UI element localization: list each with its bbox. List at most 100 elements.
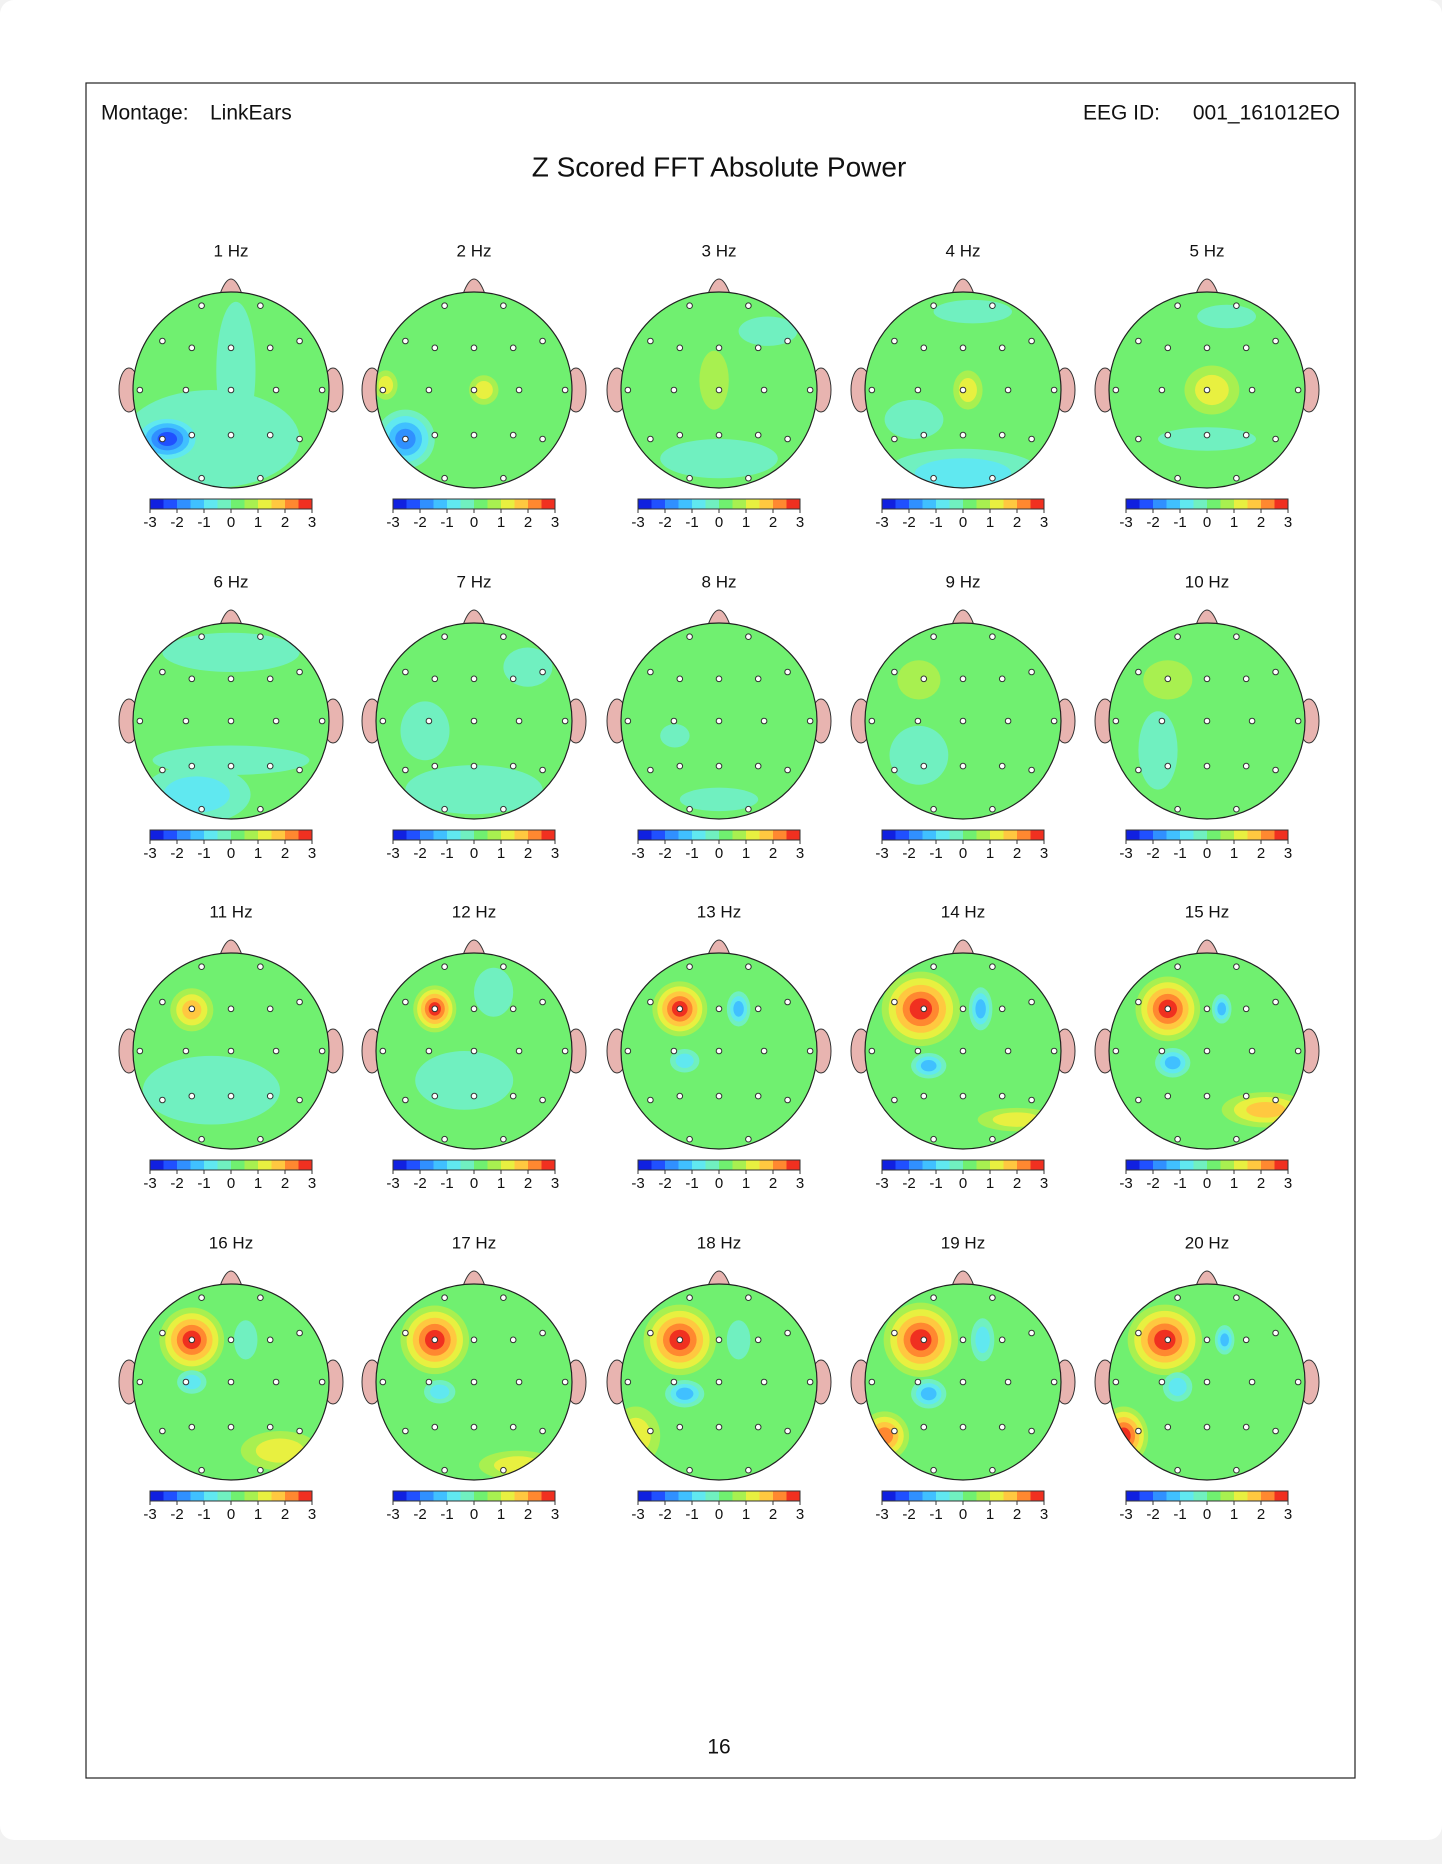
electrode [509, 1092, 517, 1100]
electrode [1112, 386, 1120, 394]
electrode [891, 1329, 898, 1337]
colorbar-segment [746, 1491, 760, 1501]
electrode [959, 1092, 967, 1100]
colorbar-segment [949, 1491, 963, 1501]
colorbar-tick-label: 0 [959, 514, 967, 531]
colorbar-segment [895, 830, 909, 840]
colorbar-segment [528, 830, 542, 840]
electrode [1294, 717, 1302, 725]
electrode [1158, 1378, 1166, 1386]
page-title: Z Scored FFT Absolute Power [532, 151, 907, 182]
electrode [159, 435, 166, 443]
contour [975, 1326, 990, 1354]
colorbar-tick-label: -3 [386, 1506, 399, 1523]
electrode [188, 1005, 196, 1013]
electrode [647, 766, 654, 774]
electrode [868, 1378, 876, 1386]
electrode [920, 762, 928, 770]
electrode [257, 633, 264, 641]
contour [660, 439, 778, 479]
colorbar-segment [1003, 1160, 1017, 1170]
colorbar-tick-label: 3 [1040, 1506, 1048, 1523]
electrode [1233, 302, 1240, 310]
colorbar-tick-label: -2 [413, 1506, 426, 1523]
colorbar-segment [217, 499, 231, 509]
colorbar-segment [1139, 1491, 1153, 1501]
contour [1217, 1002, 1227, 1016]
colorbar-segment [474, 1491, 488, 1501]
electrode [136, 1047, 144, 1055]
electrode [159, 1427, 166, 1435]
electrode [1174, 1135, 1181, 1143]
colorbar-segment [447, 830, 461, 840]
electrode [441, 1135, 448, 1143]
colorbar-segment [665, 830, 679, 840]
colorbar-segment [514, 499, 528, 509]
colorbar-tick-label: 0 [227, 514, 235, 531]
colorbar-segment [1153, 1491, 1167, 1501]
electrode [198, 633, 205, 641]
colorbar-tick-label: 3 [308, 514, 316, 531]
colorbar-segment [882, 830, 896, 840]
colorbar-segment [541, 1160, 555, 1170]
electrode [647, 1329, 654, 1337]
electrode [1203, 1378, 1211, 1386]
colorbar-tick-label: 0 [959, 1175, 967, 1192]
electrode [647, 668, 654, 676]
electrode [754, 1336, 762, 1344]
colorbar-segment [501, 1160, 515, 1170]
electrode [470, 762, 478, 770]
eeg-id-value: 001_161012EO [1193, 102, 1340, 125]
colorbar-tick-label: 3 [796, 1175, 804, 1192]
colorbar-segment [651, 1160, 665, 1170]
electrode [868, 1047, 876, 1055]
colorbar-segment [217, 1491, 231, 1501]
electrode [715, 675, 723, 683]
electrode [715, 762, 723, 770]
electrode [1203, 344, 1211, 352]
contour [405, 765, 543, 815]
colorbar-segment [420, 1491, 434, 1501]
electrode [745, 805, 752, 813]
colorbar-segment [746, 499, 760, 509]
electrode [1233, 1294, 1240, 1302]
electrode [509, 1005, 517, 1013]
colorbar-tick-label: 3 [308, 1175, 316, 1192]
electrode [266, 431, 274, 439]
electrode [425, 1047, 433, 1055]
colorbar-segment [786, 830, 800, 840]
electrode [227, 1092, 235, 1100]
head-outline [375, 291, 573, 489]
colorbar-segment [732, 499, 746, 509]
colorbar-tick-label: -1 [929, 1175, 942, 1192]
electrode [227, 431, 235, 439]
electrode [402, 668, 409, 676]
colorbar-segment [204, 499, 218, 509]
electrode [686, 474, 693, 482]
colorbar-segment [990, 1160, 1004, 1170]
colorbar-tick-label: 1 [1230, 1506, 1238, 1523]
electrode [784, 1329, 791, 1337]
colorbar-segment [705, 1491, 719, 1501]
head-outline [1108, 1283, 1306, 1481]
electrode [159, 668, 166, 676]
colorbar-segment [773, 830, 787, 840]
colorbar-tick-label: -3 [875, 845, 888, 862]
colorbar-segment [271, 499, 285, 509]
colorbar-segment [719, 1160, 733, 1170]
electrode [539, 337, 546, 345]
colorbar-segment [746, 830, 760, 840]
colorbar-tick-label: 1 [1230, 514, 1238, 531]
electrode [1135, 1427, 1142, 1435]
electrode [1203, 1005, 1211, 1013]
colorbar-segment [433, 499, 447, 509]
colorbar-segment [1030, 1160, 1044, 1170]
electrode [272, 717, 280, 725]
colorbar-segment [936, 1491, 950, 1501]
colorbar-segment [1207, 1160, 1221, 1170]
electrode [257, 963, 264, 971]
colorbar-segment [963, 1491, 977, 1501]
colorbar-tick-label: -2 [170, 1506, 183, 1523]
electrode [561, 717, 569, 725]
